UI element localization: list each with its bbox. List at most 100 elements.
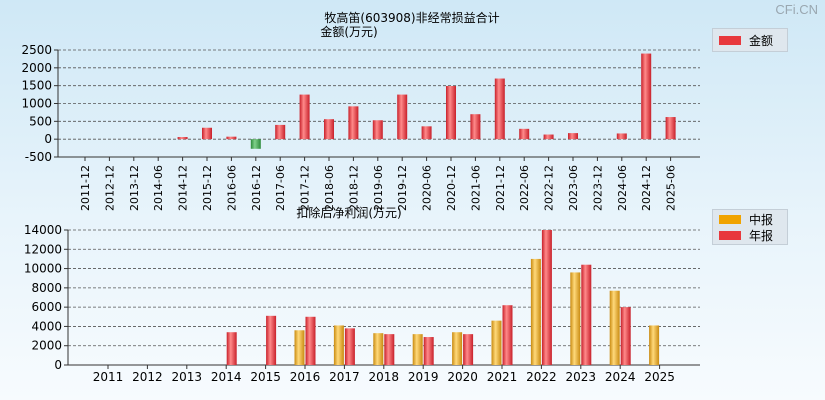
x-tick-label: 2013 [172, 370, 203, 384]
y-tick-label: 12000 [24, 242, 62, 256]
bar-annual [266, 315, 277, 365]
top-chart-ylabel: 金额(万元) [320, 24, 377, 39]
bar-annual [423, 337, 434, 365]
bar-interim [452, 332, 463, 365]
bar [372, 120, 383, 140]
x-tick-label: 2014-06 [152, 165, 165, 211]
bar-annual [541, 230, 552, 365]
x-tick-label: 2013-12 [128, 165, 141, 211]
bar [446, 86, 456, 140]
legend-item-interim: 中报 [713, 212, 787, 227]
x-tick-label: 2014 [211, 370, 242, 384]
y-tick-label: 2500 [21, 43, 52, 57]
y-tick-label: 0 [44, 132, 52, 146]
bar [665, 117, 676, 140]
top-plot-area: -500 0 500 1000 1500 2000 2500 2011-12 2012-12 20… [21, 43, 700, 211]
y-tick-label: 2000 [21, 61, 52, 75]
bar-annual [305, 316, 316, 365]
bar-interim [609, 290, 620, 365]
y-tick-label: 8000 [31, 281, 62, 295]
x-tick-label: 2023 [566, 370, 597, 384]
legend-swatch-orange [719, 214, 741, 224]
x-tick-label: 2012-12 [103, 165, 116, 211]
x-tick-label: 2015 [250, 370, 281, 384]
legend-label: 金额 [749, 33, 774, 48]
y-tick-label: 1000 [21, 97, 52, 111]
x-tick-label: 2020-12 [445, 165, 458, 211]
x-tick-label: 2022-06 [518, 165, 531, 211]
x-tick-label: 2012 [132, 370, 163, 384]
y-tick-label: 1500 [21, 79, 52, 93]
bar-annual [581, 264, 592, 365]
bar-annual [463, 334, 474, 365]
bar-interim [649, 325, 660, 365]
x-tick-label: 2020 [447, 370, 478, 384]
x-tick-label: 2015-12 [201, 165, 214, 211]
bar [324, 119, 334, 140]
bar [275, 124, 286, 140]
x-tick-label: 2018-06 [323, 165, 336, 211]
x-tick-label: 2021-12 [494, 165, 507, 211]
bar-interim [412, 334, 423, 365]
legend-swatch-red [719, 230, 741, 240]
bar-interim [333, 325, 344, 365]
legend-item-annual: 年报 [713, 228, 787, 243]
x-tick-label: 2023-12 [591, 165, 604, 211]
legend-label: 中报 [749, 212, 774, 227]
watermark: CFi.CN [775, 2, 818, 17]
y-tick-label: 6000 [31, 300, 62, 314]
bar-annual [344, 328, 355, 365]
x-tick-label: 2022 [526, 370, 557, 384]
bar [397, 94, 408, 140]
x-tick-label: 2017-06 [274, 165, 287, 211]
x-tick-label: 2021 [487, 370, 518, 384]
bar [250, 139, 261, 149]
bottom-chart-ylabel: 扣除后净利润(万元) [296, 205, 401, 220]
x-tick-label: 2025-06 [665, 165, 678, 211]
bar-interim [530, 258, 541, 365]
bar-interim [294, 330, 305, 365]
x-tick-label: 2018 [369, 370, 400, 384]
x-tick-label: 2011-12 [79, 165, 92, 211]
y-tick-label: 2000 [31, 339, 62, 353]
x-tick-label: 2024-12 [640, 165, 653, 211]
x-tick-label: 2024 [605, 370, 636, 384]
bar-interim [491, 320, 502, 365]
bar [226, 136, 237, 140]
bottom-legend: 中报 年报 [712, 209, 788, 245]
bar-interim [373, 333, 384, 365]
x-tick-label: 2016 [290, 370, 321, 384]
bar [202, 127, 212, 140]
bar [494, 78, 505, 140]
x-tick-label: 2019-12 [396, 165, 409, 211]
y-tick-label: 14000 [24, 223, 62, 237]
x-tick-label: 2022-12 [543, 165, 556, 211]
x-tick-label: 2019-06 [372, 165, 385, 211]
bar-annual [620, 307, 631, 365]
y-tick-label: -500 [25, 150, 52, 164]
legend-item-amount: 金额 [713, 33, 787, 48]
bar [299, 94, 310, 140]
x-tick-label: 2023-06 [567, 165, 580, 211]
bar-annual [502, 305, 513, 365]
x-tick-label: 2021-06 [469, 165, 482, 211]
x-tick-label: 2014-12 [177, 165, 190, 211]
bar-interim [570, 272, 581, 365]
legend-label: 年报 [749, 228, 774, 243]
y-tick-label: 4000 [31, 319, 62, 333]
x-tick-label: 2016-12 [250, 165, 263, 211]
bar [543, 134, 554, 140]
bar [470, 114, 481, 140]
bar [641, 53, 652, 140]
chart-title: 牧高笛(603908)非经常损益合计 [324, 10, 499, 25]
bar [421, 126, 432, 140]
x-tick-label: 2024-06 [616, 165, 629, 211]
bar [568, 133, 578, 140]
x-tick-label: 2017-12 [299, 165, 312, 211]
x-tick-label: 2017 [329, 370, 360, 384]
y-tick-label: 500 [29, 114, 52, 128]
bottom-plot-area: 0 2000 4000 6000 8000 10000 12000 14000 2011 2012… [24, 223, 700, 384]
x-tick-label: 2018-12 [347, 165, 360, 211]
